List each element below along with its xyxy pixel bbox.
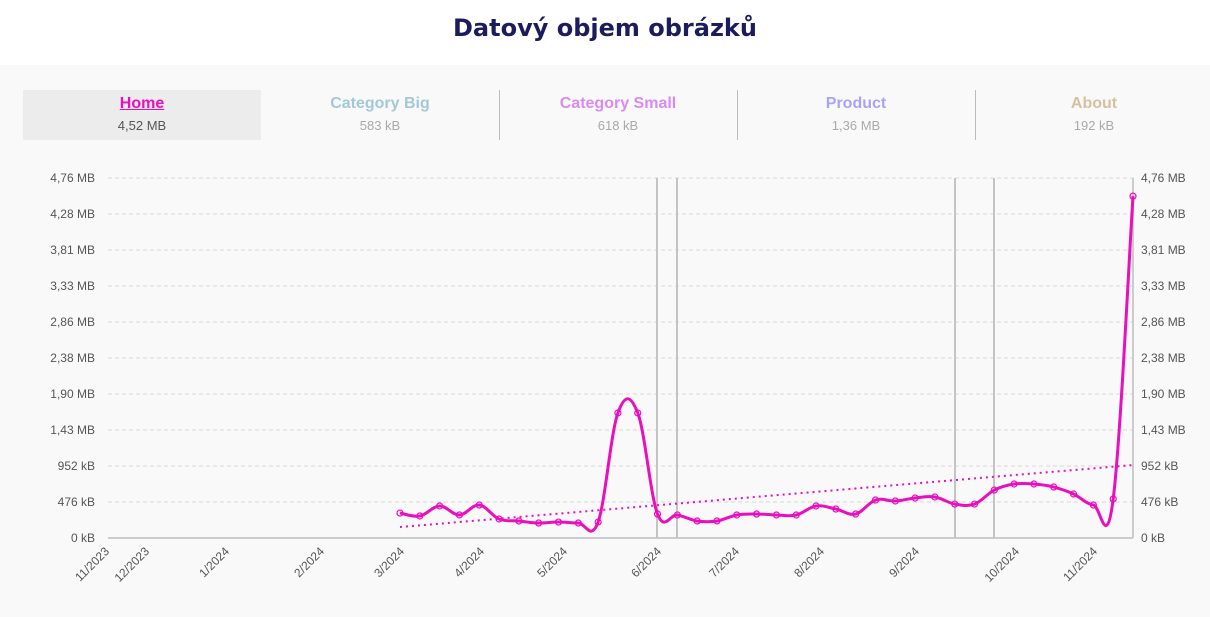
x-tick: 2/2024: [291, 544, 327, 580]
y-tick-right: 0 kB: [1141, 531, 1165, 545]
tab-label: Category Big: [330, 95, 430, 112]
data-point: [693, 517, 701, 525]
x-tick: 10/2024: [982, 544, 1023, 585]
data-point: [614, 409, 622, 417]
data-point: [891, 497, 899, 505]
data-point: [653, 510, 662, 518]
y-tick-left: 4,76 MB: [50, 171, 95, 185]
data-point: [832, 505, 840, 513]
tab-about[interactable]: About 192 kB: [975, 90, 1210, 140]
data-point: [1069, 490, 1078, 498]
data-point: [673, 511, 681, 519]
y-tick-left: 3,81 MB: [50, 243, 95, 257]
data-point: [911, 494, 919, 502]
data-point: [792, 511, 800, 519]
data-point: [554, 518, 563, 526]
x-tick: 12/2023: [112, 544, 153, 585]
data-point: [752, 510, 761, 518]
data-point: [455, 511, 464, 519]
x-tick: 4/2024: [451, 544, 487, 580]
data-point: [1089, 501, 1097, 509]
tab-value: 1,36 MB: [831, 118, 881, 133]
x-tick: 1/2024: [196, 544, 232, 580]
y-tick-left: 3,33 MB: [50, 279, 95, 293]
y-tick-right: 4,28 MB: [1141, 207, 1186, 221]
data-point: [931, 493, 939, 501]
y-tick-left: 952 kB: [58, 459, 95, 473]
data-point: [871, 496, 880, 504]
tab-value: 618 kB: [597, 118, 639, 133]
data-point: [495, 515, 503, 523]
tab-label: Product: [825, 95, 887, 112]
tab-category-small[interactable]: Category Small 618 kB: [499, 90, 737, 140]
tab-value: 583 kB: [359, 118, 401, 133]
tab-label: Category Small: [559, 95, 677, 112]
data-point: [574, 519, 582, 527]
y-tick-right: 2,86 MB: [1141, 315, 1186, 329]
data-point: [436, 502, 444, 510]
data-point: [733, 511, 741, 519]
tab-bar: Home 4,52 MB Category Big 583 kB Category Sm…: [23, 90, 1210, 140]
x-tick: 9/2024: [886, 544, 922, 580]
y-tick-right: 3,81 MB: [1141, 243, 1186, 257]
y-tick-right: 476 kB: [1141, 495, 1178, 509]
x-tick: 5/2024: [534, 544, 570, 580]
y-tick-left: 2,38 MB: [50, 351, 95, 365]
y-tick-right: 3,33 MB: [1141, 279, 1186, 293]
data-point: [970, 500, 979, 508]
tab-label: About: [1070, 95, 1118, 112]
y-tick-right: 1,43 MB: [1141, 423, 1186, 437]
data-point: [396, 509, 404, 517]
data-point: [852, 510, 860, 518]
data-point: [594, 518, 602, 526]
tab-product[interactable]: Product 1,36 MB: [737, 90, 975, 140]
x-tick: 8/2024: [791, 544, 827, 580]
tab-home[interactable]: Home 4,52 MB: [23, 90, 261, 140]
data-point: [535, 519, 543, 527]
y-tick-right: 1,90 MB: [1141, 387, 1186, 401]
data-point: [990, 486, 998, 494]
x-tick: 6/2024: [628, 544, 664, 580]
y-tick-left: 4,28 MB: [50, 207, 95, 221]
x-tick: 7/2024: [706, 544, 742, 580]
y-tick-left: 2,86 MB: [50, 315, 95, 329]
y-tick-right: 952 kB: [1141, 459, 1178, 473]
y-tick-right: 2,38 MB: [1141, 351, 1186, 365]
y-tick-right: 4,76 MB: [1141, 171, 1186, 185]
y-tick-left: 1,90 MB: [50, 387, 95, 401]
trend-line: [399, 464, 1134, 529]
data-point: [1109, 495, 1117, 503]
data-point: [1030, 480, 1038, 488]
x-tick: 11/2023: [72, 544, 112, 584]
data-point: [772, 511, 781, 519]
data-point: [1010, 480, 1018, 488]
data-point: [416, 512, 424, 520]
data-point: [634, 409, 642, 417]
data-point: [713, 517, 721, 525]
y-tick-left: 1,43 MB: [50, 423, 95, 437]
x-tick: 11/2024: [1060, 544, 1100, 584]
y-tick-left: 0 kB: [71, 531, 95, 545]
x-tick: 3/2024: [371, 544, 407, 580]
data-point: [475, 501, 483, 509]
tab-category-big[interactable]: Category Big 583 kB: [261, 90, 499, 140]
data-point: [951, 500, 959, 508]
header: Datový objem obrázků: [0, 0, 1210, 65]
data-point: [1050, 483, 1058, 491]
y-tick-left: 476 kB: [58, 495, 95, 509]
series-line: [399, 196, 1135, 533]
tab-label: Home: [119, 95, 165, 112]
tab-value: 192 kB: [1073, 118, 1115, 133]
data-point: [812, 502, 820, 510]
data-point: [515, 517, 523, 525]
data-point: [1129, 192, 1137, 200]
page-title: Datový objem obrázků: [453, 14, 757, 42]
tab-value: 4,52 MB: [117, 118, 167, 133]
